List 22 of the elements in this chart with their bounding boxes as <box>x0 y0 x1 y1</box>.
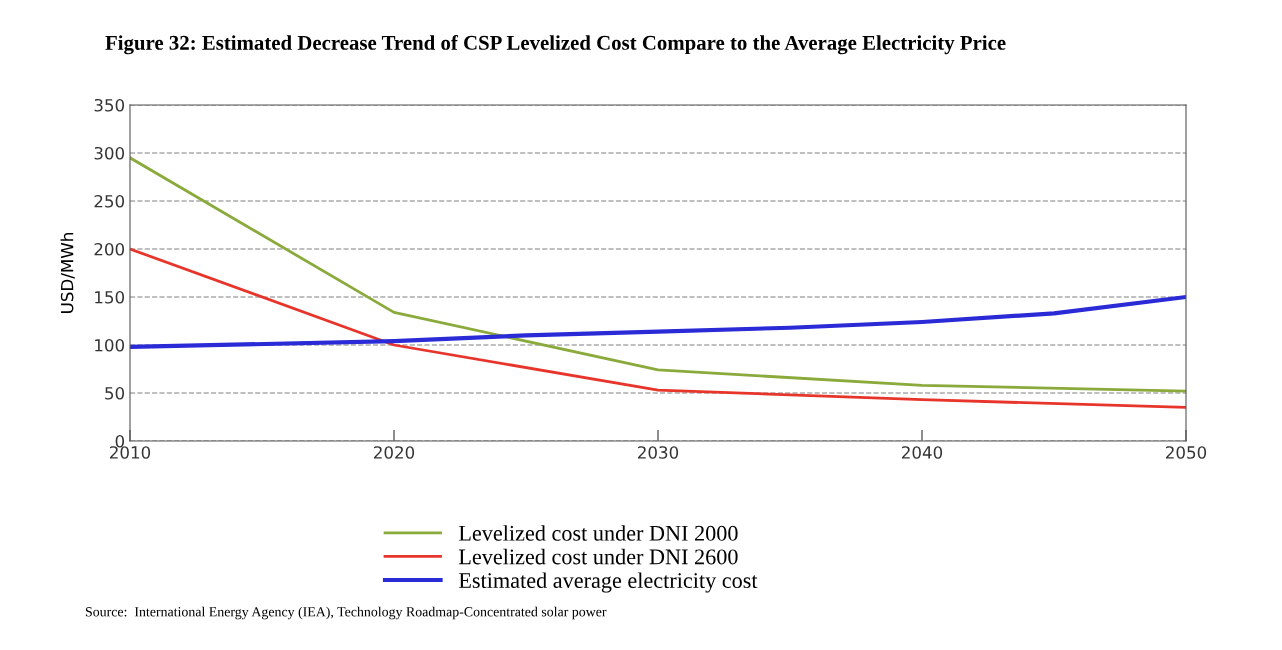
y-tick-label: 150 <box>95 290 125 304</box>
x-tick-label: 2030 <box>638 446 679 459</box>
legend-label: Estimated average electricity cost <box>458 572 758 593</box>
chart-title: Figure 32: Estimated Decrease Trend of CSP Levelized Cost Compare to the Average Electricity Price <box>105 35 1006 55</box>
x-tick-label: 2050 <box>1166 446 1207 459</box>
x-tick-label: 2010 <box>110 446 151 459</box>
x-tick-label: 2040 <box>902 446 943 459</box>
legend-label: Levelized cost under DNI 2600 <box>458 548 738 565</box>
legend-label: Levelized cost under DNI 2000 <box>458 525 738 541</box>
y-axis-title: USD/MWh <box>60 233 75 313</box>
y-tick-label: 100 <box>95 338 125 352</box>
y-tick-label: 250 <box>94 194 125 208</box>
y-tick-label: 0 <box>115 434 125 448</box>
line-series <box>130 294 1186 350</box>
x-tick-label: 2020 <box>374 446 415 459</box>
source-note: Source: International Energy Agency (IEA), Technology Roadmap-Concentrated solar power <box>85 606 607 620</box>
line-series <box>130 247 1186 409</box>
y-tick-label: 350 <box>94 98 125 112</box>
line-series <box>130 156 1186 393</box>
y-tick-label: 300 <box>94 146 125 160</box>
y-tick-label: 50 <box>105 386 125 400</box>
y-tick-label: 200 <box>94 242 125 256</box>
